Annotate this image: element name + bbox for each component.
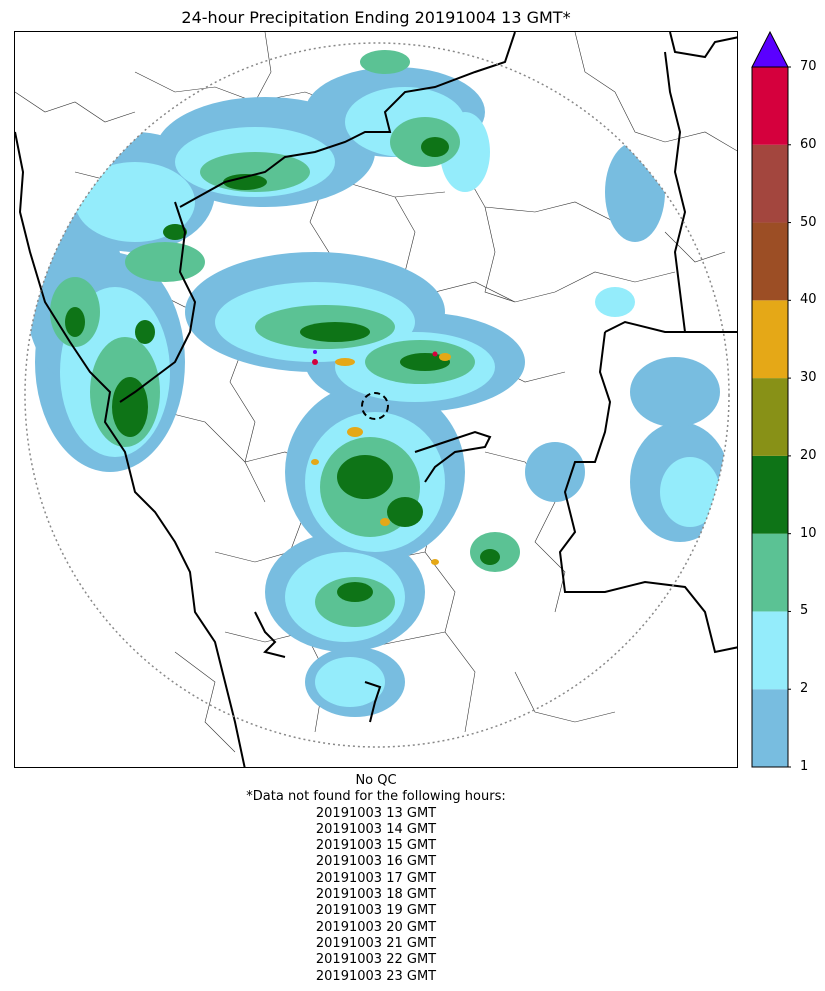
colorbar-tick-label: 1 <box>800 759 809 774</box>
missing-data-note: *Data not found for the following hours: <box>246 789 506 805</box>
state-boundaries <box>15 32 737 767</box>
missing-hour: 20191003 23 GMT <box>315 968 437 984</box>
colorbar-tick-label: 50 <box>800 214 817 230</box>
colorbar-segment <box>752 611 788 690</box>
colorbar-segment <box>752 300 788 379</box>
colorbar-segment <box>752 378 788 456</box>
colorbar-segment <box>752 455 788 534</box>
missing-hour: 20191003 18 GMT <box>315 887 437 903</box>
missing-hour: 20191003 17 GMT <box>315 870 437 886</box>
radar-range-ring <box>24 42 730 748</box>
precipitation-field <box>25 50 729 717</box>
map-footer: No QC *Data not found for the following … <box>14 773 738 985</box>
missing-hour: 20191003 15 GMT <box>315 838 437 854</box>
colorbar-tick-label: 60 <box>800 136 817 152</box>
colorbar-tick-label: 30 <box>800 370 817 386</box>
missing-hour: 20191003 20 GMT <box>315 919 437 935</box>
colorbar-segment <box>752 533 788 612</box>
colorbar-tick-label: 40 <box>800 292 817 308</box>
colorbar-tick-label: 10 <box>800 525 817 541</box>
colorbar-tick-label: 2 <box>800 681 809 697</box>
colorbar-segment <box>752 67 788 145</box>
colorbar-tick-label: 5 <box>800 603 809 619</box>
map-canvas <box>15 32 737 767</box>
precipitation-map <box>14 31 738 768</box>
qc-note: No QC <box>355 773 397 788</box>
colorbar-tick-label: 70 <box>800 59 817 74</box>
radar-site-marker <box>361 392 389 420</box>
missing-hour: 20191003 16 GMT <box>315 854 437 870</box>
missing-hour: 20191003 21 GMT <box>315 935 437 951</box>
colorbar-extend-arrow <box>751 30 789 68</box>
missing-hour: 20191003 13 GMT <box>315 805 437 821</box>
map-title: 24-hour Precipitation Ending 20191004 13… <box>181 8 571 27</box>
colorbar-segment <box>752 689 788 767</box>
colorbar-segment <box>752 222 788 301</box>
colorbar-segment <box>752 144 788 223</box>
colorbar-outline <box>751 67 789 768</box>
colorbar-scale <box>751 30 791 768</box>
missing-hour: 20191003 14 GMT <box>315 821 437 837</box>
colorbar-tick-label: 20 <box>800 447 817 463</box>
missing-hour: 20191003 22 GMT <box>315 952 437 968</box>
precipitation-colorbar <box>751 30 791 770</box>
missing-hour: 20191003 19 GMT <box>315 903 437 919</box>
